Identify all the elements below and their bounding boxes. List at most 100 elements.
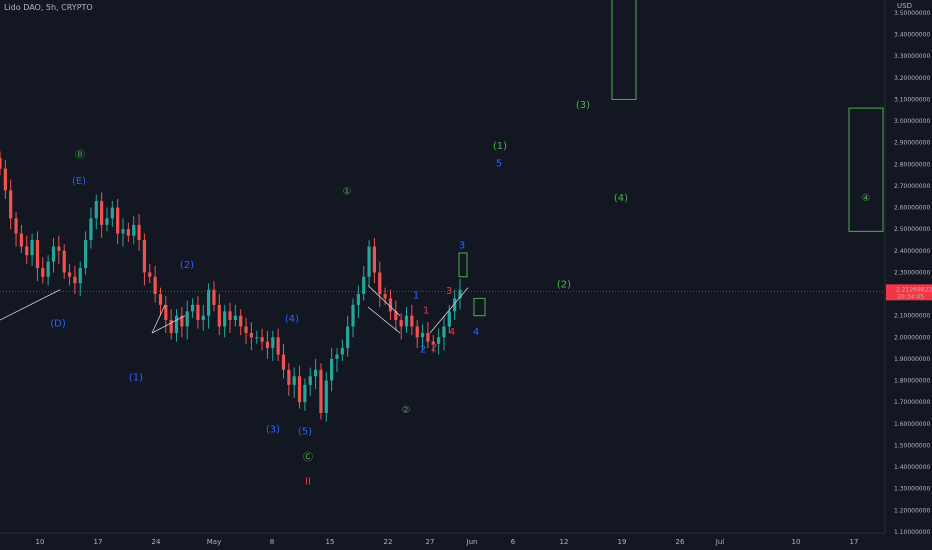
candle-body: [62, 250, 66, 273]
candle-body: [233, 315, 237, 321]
candle-body: [340, 348, 344, 355]
candle-body: [303, 384, 307, 403]
y-tick-label: 1.60000000: [894, 421, 930, 428]
candle-body: [190, 304, 195, 312]
candle-body: [458, 289, 462, 299]
candle-body: [41, 268, 45, 277]
candle-body: [105, 218, 109, 225]
trend-line: [151, 304, 166, 334]
target-zone-rect: [611, 0, 637, 100]
x-tick-label: 12: [560, 538, 569, 546]
wave-label: (D): [50, 319, 66, 330]
wave-label: (2): [180, 260, 194, 271]
candle-body: [372, 246, 377, 273]
y-tick-label: 2.40000000: [894, 248, 930, 255]
candle-body: [148, 272, 152, 277]
candle-body: [0, 157, 2, 169]
wave-label: 4: [473, 327, 479, 338]
candle-body: [431, 341, 435, 344]
wave-label: 3: [446, 286, 452, 297]
y-tick-label: 1.70000000: [894, 399, 930, 406]
candle-body: [137, 224, 141, 241]
wave-label: ①: [343, 187, 352, 198]
candle-body: [281, 354, 286, 370]
wave-label: (2): [557, 280, 571, 291]
candle-body: [415, 326, 419, 338]
candle-body: [319, 369, 323, 413]
x-tick-label: 27: [426, 538, 435, 546]
candle-body: [9, 190, 13, 219]
wave-label: 4: [449, 327, 455, 338]
x-tick-label: 17: [850, 538, 859, 546]
candle-body: [453, 298, 457, 312]
candle-body: [399, 320, 403, 327]
candle-body: [244, 326, 248, 333]
y-tick-label: 1.50000000: [894, 442, 930, 449]
y-tick-label: 1.10000000: [894, 529, 930, 536]
y-tick-label: 1.30000000: [894, 486, 930, 493]
candle-body: [346, 326, 350, 349]
currency-label: USD: [897, 2, 912, 10]
y-tick-label: 3.30000000: [894, 53, 930, 60]
trend-line: [367, 285, 401, 316]
candle-body: [217, 304, 221, 327]
candle-body: [57, 246, 61, 251]
candle-body: [78, 268, 82, 284]
x-tick-label: 22: [384, 538, 393, 546]
wave-label: (E): [72, 176, 86, 187]
x-tick-label: 17: [94, 538, 103, 546]
target-zone-rect: [848, 107, 884, 232]
chart-title: Lido DAO, 5h, CRYPTO: [4, 3, 93, 12]
wave-label: (1): [493, 141, 507, 152]
candle-body: [180, 315, 184, 327]
y-tick-label: 1.80000000: [894, 378, 930, 385]
candle-body: [297, 376, 302, 403]
candle-body: [158, 294, 163, 305]
y-tick-label: 3.20000000: [894, 75, 930, 82]
trend-line: [429, 287, 469, 334]
candle-body: [255, 337, 259, 339]
candle-body: [437, 337, 441, 344]
y-tick-label: 1.90000000: [894, 356, 930, 363]
x-tick-label: 26: [676, 538, 685, 546]
wave-label: (1): [129, 373, 143, 384]
candle-body: [442, 326, 446, 338]
wave-label: (3): [266, 424, 280, 435]
candle-body: [271, 337, 275, 349]
candle-body: [116, 207, 120, 234]
wave-label: (5): [298, 427, 312, 438]
price-axis: [885, 0, 932, 550]
candle-body: [83, 240, 88, 269]
countdown-text: 20:34:45: [897, 293, 924, 300]
candle-body: [404, 315, 409, 327]
candle-body: [121, 229, 125, 234]
candle-body: [249, 332, 253, 338]
candle-body: [30, 240, 34, 256]
y-tick-label: 2.00000000: [894, 334, 930, 341]
wave-label: Ⓒ: [303, 452, 313, 464]
candle-body: [51, 246, 56, 262]
candle-body: [94, 201, 98, 219]
y-tick-label: 2.10000000: [894, 313, 930, 320]
candle-body: [313, 369, 318, 377]
wave-label: Ⓑ: [75, 149, 85, 161]
candle-body: [292, 376, 296, 385]
candle-body: [330, 358, 334, 381]
candle-body: [447, 311, 451, 327]
wave-label: ④: [862, 193, 871, 204]
candle-body: [169, 320, 173, 333]
y-tick-label: 3.50000000: [894, 10, 930, 17]
x-tick-label: May: [207, 538, 221, 546]
x-tick-label: 19: [618, 538, 627, 546]
candle-body: [67, 272, 72, 277]
candle-body: [260, 337, 264, 342]
candle-body: [367, 246, 371, 277]
candle-body: [73, 276, 77, 284]
y-tick-label: 3.40000000: [894, 32, 930, 39]
trend-line: [367, 306, 401, 334]
candle-body: [276, 337, 280, 355]
y-tick-label: 1.20000000: [894, 507, 930, 514]
candle-body: [228, 311, 232, 321]
